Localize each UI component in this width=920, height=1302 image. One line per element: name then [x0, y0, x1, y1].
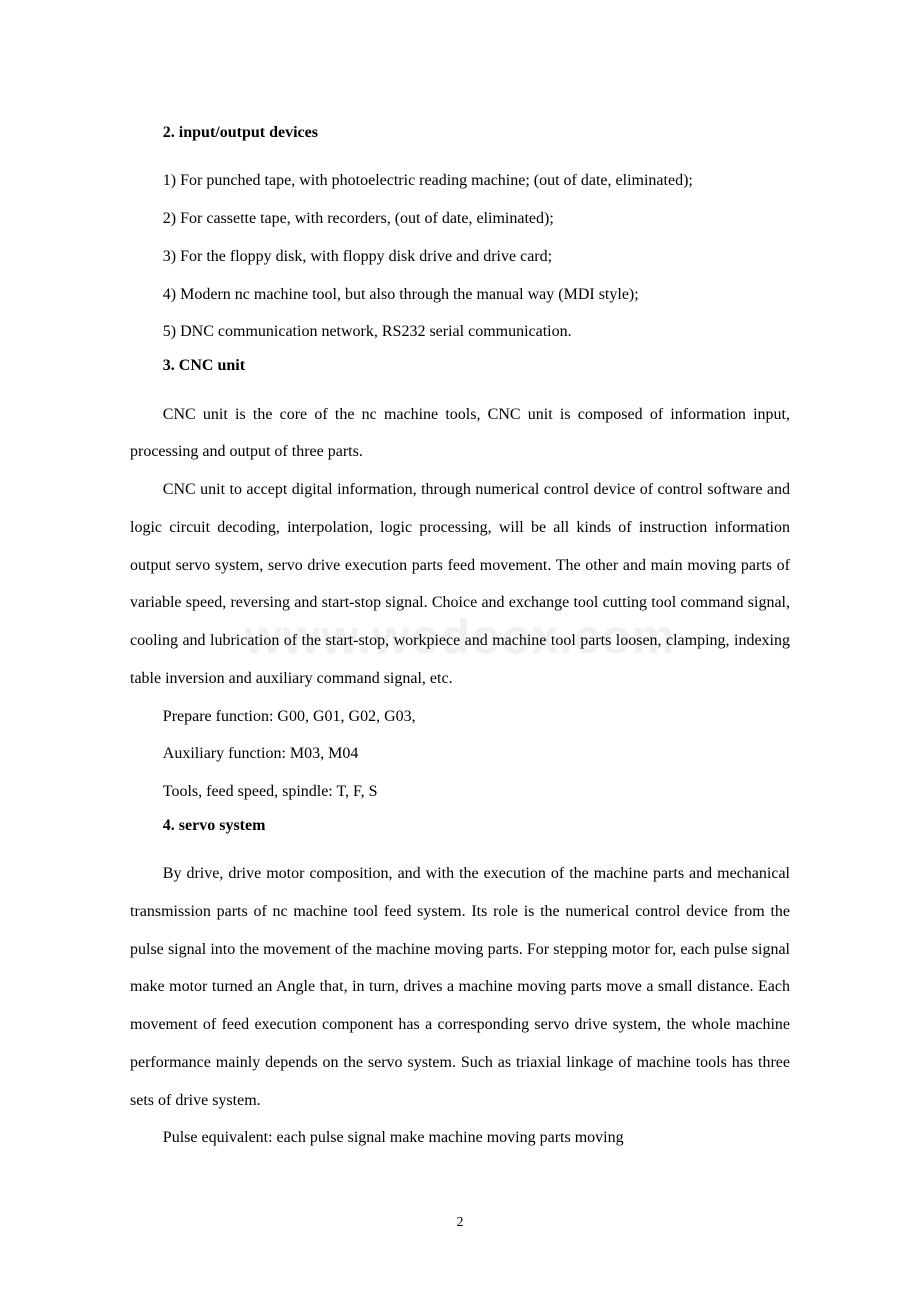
section-4-heading: 4. servo system: [130, 811, 790, 841]
section-2-item-4: 4) Modern nc machine tool, but also thro…: [130, 276, 790, 314]
section-2-item-5: 5) DNC communication network, RS232 seri…: [130, 313, 790, 351]
section-2-item-2: 2) For cassette tape, with recorders, (o…: [130, 200, 790, 238]
page-number: 2: [457, 1215, 464, 1231]
section-3-line-tools: Tools, feed speed, spindle: T, F, S: [130, 773, 790, 811]
section-2-heading: 2. input/output devices: [130, 118, 790, 148]
section-2-item-1: 1) For punched tape, with photoelectric …: [130, 162, 790, 200]
section-4-para-2: Pulse equivalent: each pulse signal make…: [130, 1119, 790, 1157]
section-3-line-auxiliary: Auxiliary function: M03, M04: [130, 735, 790, 773]
section-3-heading: 3. CNC unit: [130, 351, 790, 381]
section-3-para-2: CNC unit to accept digital information, …: [130, 471, 790, 698]
document-page: www.wodoox.com 2. input/output devices 1…: [0, 0, 920, 1217]
section-4-para-1: By drive, drive motor composition, and w…: [130, 855, 790, 1119]
section-3-para-1: CNC unit is the core of the nc machine t…: [130, 396, 790, 472]
section-2-item-3: 3) For the floppy disk, with floppy disk…: [130, 238, 790, 276]
section-3-line-prepare: Prepare function: G00, G01, G02, G03,: [130, 698, 790, 736]
